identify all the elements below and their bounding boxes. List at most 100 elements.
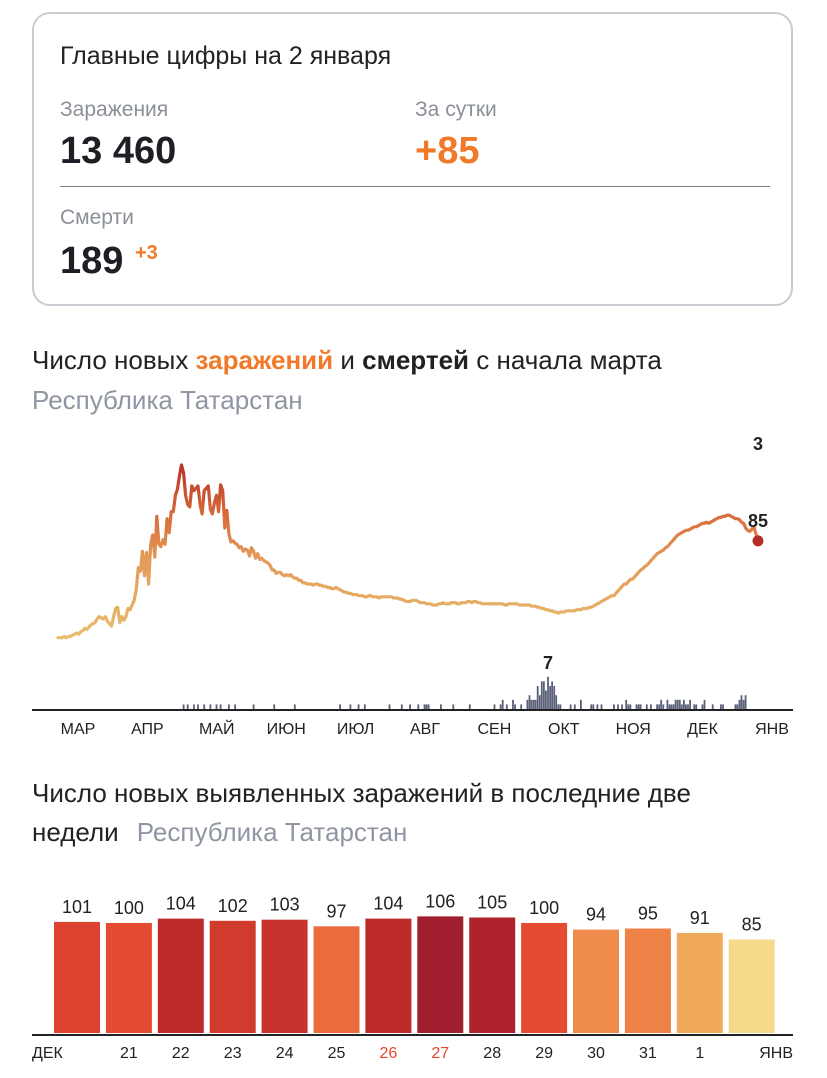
month-tick-label: ОКТ xyxy=(548,721,580,738)
deaths-bar xyxy=(613,704,615,709)
deaths-bar xyxy=(534,699,537,709)
deaths-bar xyxy=(736,704,739,709)
section1-title: Число новых заражений и смертей с начала… xyxy=(32,345,662,376)
deaths-bar xyxy=(388,704,391,709)
deaths-bar xyxy=(627,704,630,709)
deaths-bar xyxy=(569,704,572,709)
summary-card: Главные цифры на 2 января Заражения 13 4… xyxy=(32,12,793,306)
bar-value-label: 100 xyxy=(114,898,144,918)
deaths-bar xyxy=(219,704,222,709)
deaths-max-label: 7 xyxy=(543,653,553,673)
day-bar xyxy=(728,939,775,1033)
bar-category-label: 30 xyxy=(587,1045,605,1062)
deaths-bar xyxy=(349,704,352,709)
deaths-bar xyxy=(545,690,547,709)
deaths-bar xyxy=(203,704,206,709)
daily-label: За сутки xyxy=(415,98,497,121)
bar-value-label: 95 xyxy=(638,904,658,924)
deaths-bar xyxy=(559,704,562,709)
deaths-bar xyxy=(689,699,691,709)
section1-middle: и xyxy=(333,345,363,375)
deaths-bar xyxy=(666,699,669,709)
deaths-bar xyxy=(695,704,698,709)
deaths-bar xyxy=(573,704,576,709)
deaths-bar xyxy=(555,695,558,709)
bar-category-label: 28 xyxy=(483,1045,501,1062)
summary-title: Главные цифры на 2 января xyxy=(60,42,392,70)
infections-series-line xyxy=(56,463,760,640)
deaths-bar xyxy=(645,704,648,709)
deaths-bar xyxy=(656,704,658,709)
day-bar xyxy=(676,932,723,1033)
deaths-bar xyxy=(720,704,722,709)
infections-value: 13 460 xyxy=(60,130,177,172)
deaths-bar xyxy=(662,704,665,709)
bar-value-label: 104 xyxy=(373,894,403,914)
bar-value-label: 103 xyxy=(270,895,300,915)
deaths-bar xyxy=(425,704,428,709)
deaths-value: 189 xyxy=(60,240,124,282)
deaths-bar xyxy=(680,704,683,709)
deaths-bar xyxy=(722,704,724,709)
deaths-bar xyxy=(668,704,671,709)
deaths-bar xyxy=(400,704,403,709)
deaths-bar xyxy=(526,699,529,709)
deaths-bar xyxy=(744,695,747,709)
deaths-bar xyxy=(621,704,623,709)
bar-value-label: 105 xyxy=(477,893,507,913)
deaths-label: Смерти xyxy=(60,206,134,229)
deaths-bar xyxy=(215,704,218,709)
deaths-bar xyxy=(182,704,185,709)
deaths-bar xyxy=(536,686,539,709)
month-tick-label: ЯНВ xyxy=(755,721,789,738)
deaths-bar xyxy=(549,686,551,709)
bar-value-label: 104 xyxy=(166,894,196,914)
bar-value-label: 102 xyxy=(218,896,248,916)
two-week-bar-chart: 101 100 104 102 103 97 104 106 105 100 94 95 91 85 ДЕК… xyxy=(32,891,793,1062)
deaths-bar xyxy=(629,704,632,709)
deaths-bar xyxy=(363,704,366,709)
month-tick-label: ИЮН xyxy=(267,721,306,738)
deaths-bar xyxy=(514,704,516,709)
deaths-bar xyxy=(740,695,743,709)
day-bar xyxy=(209,920,256,1033)
infections-label: Заражения xyxy=(60,98,169,121)
deaths-bar xyxy=(637,704,640,709)
deaths-bar xyxy=(639,704,642,709)
deaths-bar xyxy=(617,704,619,709)
month-tick-label: СЕН xyxy=(478,721,512,738)
section2-title-line1: Число новых выявленных заражений в после… xyxy=(32,778,691,808)
deaths-bar xyxy=(676,699,679,709)
bar-category-label: 31 xyxy=(639,1045,657,1062)
deaths-bar xyxy=(505,704,508,709)
deaths-bar xyxy=(625,699,628,709)
daily-value: +85 xyxy=(415,130,480,172)
bar-category-label: 22 xyxy=(172,1045,190,1062)
deaths-bar xyxy=(228,704,230,709)
deaths-bar xyxy=(596,704,599,709)
bar-category-label: 21 xyxy=(120,1045,138,1062)
deaths-bar xyxy=(674,699,677,709)
deaths-bar xyxy=(468,704,471,709)
deaths-bar xyxy=(678,699,681,709)
section1-prefix: Число новых xyxy=(32,345,196,375)
infections-last-point xyxy=(752,535,764,547)
deaths-bar xyxy=(557,704,560,709)
bar-category-label: 1 xyxy=(695,1045,704,1062)
day-bar xyxy=(54,921,100,1033)
section2-region: Республика Татарстан xyxy=(136,817,408,847)
deaths-bar xyxy=(417,704,420,709)
deaths-bar xyxy=(186,704,189,709)
day-bar xyxy=(157,918,204,1033)
month-tick-label: АПР xyxy=(131,721,164,738)
deaths-bar xyxy=(528,695,531,709)
bar-value-label: 85 xyxy=(742,915,762,935)
day-bar xyxy=(313,926,360,1033)
day-bar xyxy=(105,923,152,1033)
day-bar xyxy=(261,919,308,1033)
infections-last-label: 85 xyxy=(748,511,768,531)
deaths-bar xyxy=(440,704,442,709)
bar-value-label: 106 xyxy=(425,891,455,911)
deaths-bar xyxy=(540,681,543,709)
deaths-bar xyxy=(423,704,426,709)
